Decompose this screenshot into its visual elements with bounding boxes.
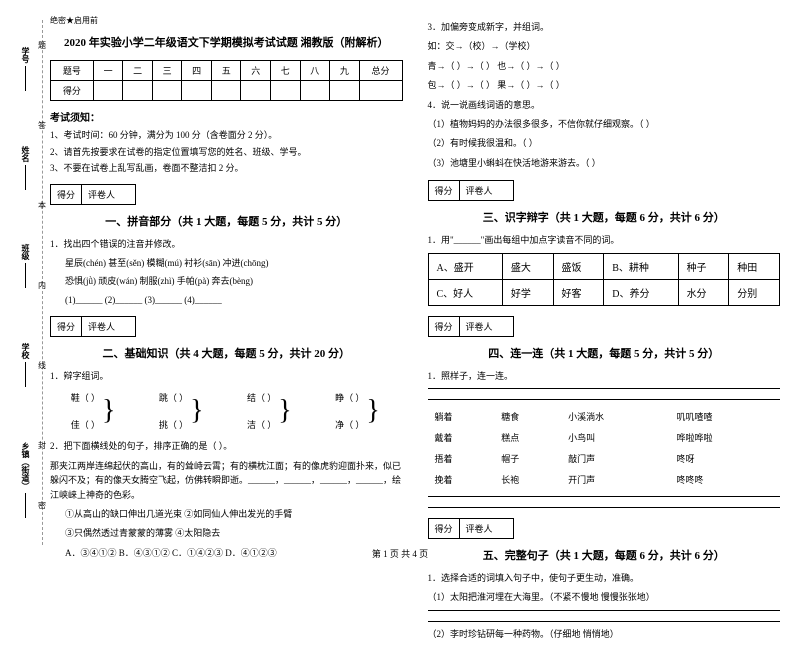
question-text: 4．说一说画线词语的意思。 (428, 98, 781, 112)
question-text: 2．把下面横线处的句子，排序正确的是（ ）。 (50, 439, 403, 453)
rule-line (428, 388, 781, 400)
question-passage: 那夹江两岸连绵起伏的高山，有的耸峙云霄；有的横枕江面；有的像虎豹迎面扑来，似已躲… (50, 459, 403, 502)
notice-item: 3、不要在试卷上乱写乱画，卷面不整洁扣 2 分。 (50, 162, 403, 176)
left-column: 绝密★启用前 2020 年实验小学二年级语文下学期模拟考试试题 湘教版（附解析）… (50, 15, 403, 646)
question-item: （2）有时候我很温和。（ ） (428, 136, 781, 150)
exam-title: 2020 年实验小学二年级语文下学期模拟考试试题 湘教版（附解析） (50, 34, 403, 50)
section-title: 五、完整句子（共 1 大题，每题 6 分，共计 6 分） (428, 547, 781, 563)
grader-box: 得分评卷人 (428, 180, 514, 201)
rule-line (428, 610, 781, 622)
grader-box: 得分评卷人 (50, 184, 136, 205)
question-text: 如：交→（校）→（学校） (428, 39, 781, 53)
seal-label: 本 (38, 200, 46, 211)
question-item: （1）太阳把淮河埋在大海里。（不紧不慢地 慢慢张张地） (428, 590, 781, 604)
rule-line (428, 496, 781, 508)
seal-label: 线 (38, 360, 46, 371)
question-text: 包→（ ）→（ ） 果→（ ）→（ ） (428, 78, 781, 92)
seal-label: 答 (38, 120, 46, 131)
question-text: 1．辩字组词。 (50, 369, 403, 383)
question-text: 1．找出四个错误的注音并修改。 (50, 237, 403, 251)
question-text: 3．加偏旁变成新字，并组词。 (428, 20, 781, 34)
sidebar-field: 姓名 (20, 146, 31, 190)
seal-label: 密 (38, 500, 46, 511)
question-choices: A．③④①② B．④③①② C．①④②③ D．④①②③ (50, 546, 403, 560)
notice-item: 2、请首先按要求在试卷的指定位置填写您的姓名、班级、学号。 (50, 146, 403, 160)
sidebar-field: 学校 (20, 343, 31, 387)
question-text: 青→（ ）→（ ） 也→（ ）→（ ） (428, 59, 781, 73)
question-option: ③只偶然透过青蒙蒙的薄雾 ④太阳隐去 (50, 526, 403, 540)
section-title: 二、基础知识（共 4 大题，每题 5 分，共计 20 分） (50, 345, 403, 361)
sidebar-field: 班级 (20, 244, 31, 288)
pinyin-row: 恐惧(jǜ) 顽皮(wán) 制服(zhì) 手帕(pà) 奔去(bèng) (50, 274, 403, 288)
secrecy-label: 绝密★启用前 (50, 15, 403, 26)
score-table: 题号一二三四五六七八九总分 得分 (50, 60, 403, 101)
question-text: 1．照样子，连一连。 (428, 369, 781, 383)
question-text: 1．选择合适的词填入句子中，使句子更生动，准确。 (428, 571, 781, 585)
page-number: 第 1 页 共 4 页 (372, 547, 428, 560)
brace-row: 鞋（ ）佳（ ）} 跳（ ）挑（ ）} 结（ ）洁（ ）} 睁（ ）净（ ）} (50, 391, 403, 431)
grader-box: 得分评卷人 (428, 518, 514, 539)
right-column: 3．加偏旁变成新字，并组词。 如：交→（校）→（学校） 青→（ ）→（ ） 也→… (428, 15, 781, 646)
notice-item: 1、考试时间：60 分钟，满分为 100 分（含卷面分 2 分）。 (50, 129, 403, 143)
section-title: 四、连一连（共 1 大题，每题 5 分，共计 5 分） (428, 345, 781, 361)
notice-title: 考试须知： (50, 109, 403, 124)
sidebar-field: 学号 (20, 47, 31, 91)
question-item: （3）池塘里小蝌蚪在快活地游来游去。（ ） (428, 156, 781, 170)
question-text: 1．用"______"画出每组中加点字读音不同的词。 (428, 233, 781, 247)
grader-box: 得分评卷人 (428, 316, 514, 337)
sidebar-field: 乡镇（街道） (20, 442, 31, 518)
connect-table: 躺着糖食小溪淌水叽叽喳喳 戴着糕点小鸟叫哗啦哗啦 捂着帽子敲门声咚呀 挽着长袍开… (428, 405, 781, 491)
grader-box: 得分评卷人 (50, 316, 136, 337)
pinyin-row: 星辰(chén) 甚至(sěn) 模糊(mú) 衬衫(sān) 冲进(chōng… (50, 256, 403, 270)
section-title: 三、识字辩字（共 1 大题，每题 6 分，共计 6 分） (428, 209, 781, 225)
section-title: 一、拼音部分（共 1 大题，每题 5 分，共计 5 分） (50, 213, 403, 229)
seal-label: 内 (38, 280, 46, 291)
question-item: （1）植物妈妈的办法很多很多，不信你就仔细观察。（ ） (428, 117, 781, 131)
seal-label: 封 (38, 440, 46, 451)
seal-label: 题 (38, 40, 46, 51)
question-item: （2）李时珍钻研每一种药物。（仔细地 悄悄地） (428, 627, 781, 641)
question-option: ①从高山的缺口伸出几道光束 ②如同仙人伸出发光的手臂 (50, 507, 403, 521)
char-table: A、盛开盛大盛饭B、耕种种子种田 C、好人好学好客D、养分水分分别 (428, 253, 781, 306)
answer-blanks: (1)______ (2)______ (3)______ (4)______ (50, 293, 403, 307)
